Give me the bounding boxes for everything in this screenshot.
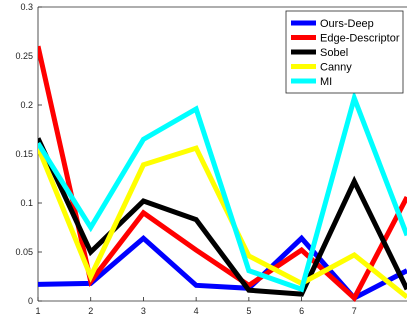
y-tick-label: 0.1 xyxy=(20,198,33,208)
legend-label-ours-deep: Ours-Deep xyxy=(320,18,374,30)
series-line-sobel xyxy=(38,137,407,297)
legend-label-mi: MI xyxy=(320,76,332,88)
series-lines xyxy=(38,45,407,303)
y-tick-label: 0.15 xyxy=(15,149,33,159)
y-tick-label: 0.3 xyxy=(20,2,33,12)
x-tick-label: 7 xyxy=(352,306,357,316)
x-tick-label: 4 xyxy=(194,306,199,316)
series-line-edge-descriptor xyxy=(38,45,407,303)
series-line-mi xyxy=(38,90,407,293)
legend-label-sobel: Sobel xyxy=(320,47,348,59)
y-tick-label: 0.05 xyxy=(15,247,33,257)
x-tick-label: 1 xyxy=(35,306,40,316)
axes: 0 0.05 0.1 0.15 0.2 0.25 0.3 1 2 3 4 5 6 7 xyxy=(15,2,407,316)
x-tick-label: 3 xyxy=(141,306,146,316)
legend-label-canny: Canny xyxy=(320,62,352,74)
x-tick-label: 5 xyxy=(246,306,251,316)
legend: Ours-Deep Edge-Descriptor Sobel Canny MI xyxy=(285,10,404,94)
x-tick-label: 6 xyxy=(299,306,304,316)
series-line-canny xyxy=(38,145,407,300)
y-tick-label: 0.25 xyxy=(15,51,33,61)
x-tick-label: 2 xyxy=(88,306,93,316)
y-tick-label: 0 xyxy=(28,296,33,306)
y-tick-label: 0.2 xyxy=(20,100,33,110)
legend-label-edge-descriptor: Edge-Descriptor xyxy=(320,33,400,45)
